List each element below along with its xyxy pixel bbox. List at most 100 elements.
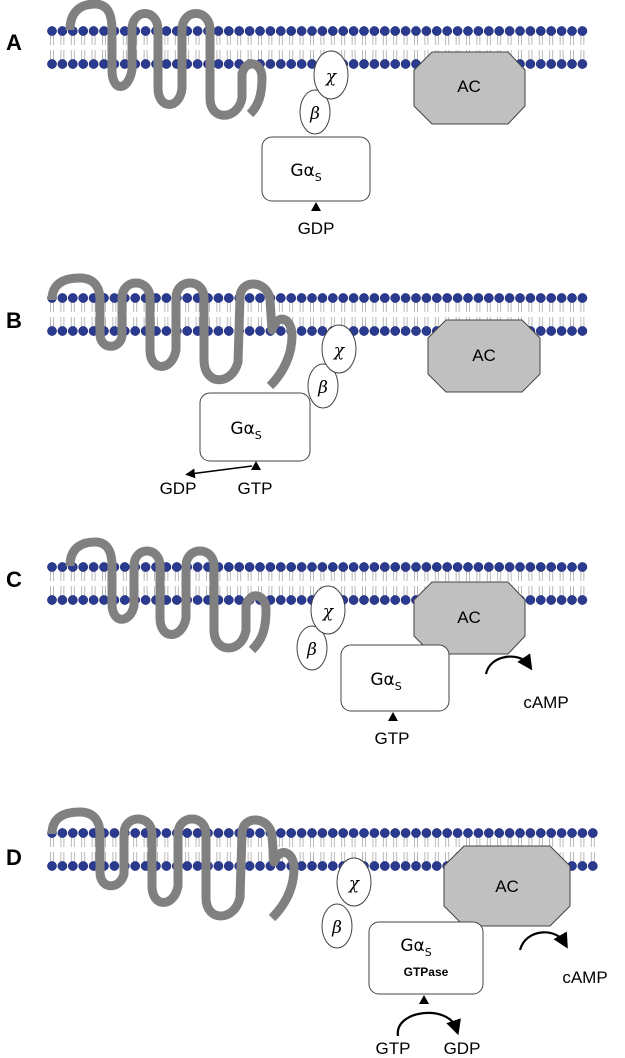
lipid-head xyxy=(577,828,588,838)
g-alpha-s-subunit xyxy=(261,136,371,202)
lipid-head xyxy=(442,293,453,303)
lipid-head xyxy=(57,562,68,572)
lipid-head xyxy=(255,562,265,572)
lipid-head xyxy=(494,562,505,572)
lipid-head xyxy=(317,861,328,871)
lipid-head xyxy=(577,59,588,69)
lipid-head xyxy=(535,293,546,303)
lipid-head xyxy=(577,595,588,605)
lipid-head xyxy=(213,326,224,336)
lipid-head xyxy=(57,26,68,36)
gpcr-receptor xyxy=(47,807,299,922)
lipid-head xyxy=(307,26,317,36)
lipid-head xyxy=(99,59,109,69)
lipid-head xyxy=(338,828,349,838)
lipid-head xyxy=(587,828,598,838)
g-gamma-subunit xyxy=(336,857,372,907)
lipid-head xyxy=(452,562,463,572)
panel-label: C xyxy=(6,567,22,592)
lipid-head xyxy=(47,326,57,336)
g-beta-subunit xyxy=(307,363,339,409)
g-alpha-label: GαS xyxy=(370,670,401,693)
lipid-head xyxy=(213,828,224,838)
lipid-head xyxy=(390,562,401,572)
gtpase-label: GTPase xyxy=(404,965,449,979)
lipid-head xyxy=(504,26,515,36)
lipid-head xyxy=(223,595,234,605)
lipid-head xyxy=(119,562,130,572)
g-alpha-label: GαS xyxy=(230,419,261,442)
lipid-head xyxy=(192,861,203,871)
lipid-head xyxy=(244,26,255,36)
lipid-head xyxy=(307,326,317,336)
lipid-head xyxy=(442,562,453,572)
lipid-head xyxy=(525,562,536,572)
lipid-head xyxy=(161,828,172,838)
lipid-head xyxy=(275,59,286,69)
g-gamma-subunit xyxy=(310,585,346,635)
ac-label: AC xyxy=(457,608,481,627)
lipid-head xyxy=(369,293,380,303)
lipid-head xyxy=(234,26,245,36)
lipid-head xyxy=(140,26,151,36)
lipid-head xyxy=(317,828,328,838)
lipid-head xyxy=(99,562,109,572)
lipid-head xyxy=(379,828,390,838)
g-beta-label: β xyxy=(309,104,320,124)
g-gamma-label: χ xyxy=(333,341,346,361)
lipid-head xyxy=(369,595,380,605)
lipid-head xyxy=(171,562,182,572)
lipid-head xyxy=(431,562,442,572)
g-gamma-label: χ xyxy=(348,874,361,894)
gdp-release-arrow xyxy=(185,465,253,479)
lipid-head xyxy=(223,562,234,572)
lipid-head xyxy=(223,326,234,336)
lipid-head xyxy=(525,595,536,605)
lipid-head xyxy=(109,828,120,838)
panel-c: C β χ AC GαS GTP cAMP xyxy=(6,537,588,748)
lipid-head xyxy=(504,828,515,838)
lipid-head xyxy=(535,562,546,572)
lipid-head xyxy=(535,828,546,838)
lipid-head xyxy=(327,562,338,572)
nucleotide-site-marker xyxy=(419,995,429,1004)
lipid-head xyxy=(119,595,130,605)
g-gamma-label: χ xyxy=(322,602,335,622)
lipid-head xyxy=(400,326,411,336)
lipid-head xyxy=(161,293,172,303)
lipid-head xyxy=(463,562,473,572)
lipid-head xyxy=(57,293,68,303)
lipid-head xyxy=(296,326,307,336)
lipid-head xyxy=(348,562,359,572)
lipid-head xyxy=(556,26,567,36)
lipid-head xyxy=(78,828,89,838)
panel-a: A β χ GαS AC GDP xyxy=(6,0,588,238)
lipid-head xyxy=(47,59,57,69)
lipid-head xyxy=(47,861,57,871)
panel-label: A xyxy=(6,30,22,55)
lipid-head xyxy=(463,26,473,36)
lipid-head xyxy=(379,326,390,336)
lipid-head xyxy=(275,828,286,838)
lipid-head xyxy=(421,326,432,336)
lipid-head xyxy=(442,26,453,36)
lipid-head xyxy=(577,26,588,36)
panel-label: B xyxy=(6,308,22,333)
lipid-head xyxy=(192,562,203,572)
lipid-head xyxy=(400,293,411,303)
lipid-head xyxy=(67,293,78,303)
lipid-head xyxy=(327,828,338,838)
lipid-head xyxy=(483,828,494,838)
lipid-head xyxy=(452,26,463,36)
lipid-head xyxy=(379,293,390,303)
lipid-head xyxy=(546,59,557,69)
nucleotide-gtp-label: GTP xyxy=(375,729,410,748)
panel-d: D β χ AC GαS GTPase GTP GDP cAMP xyxy=(6,807,608,1058)
lipid-head xyxy=(99,595,109,605)
lipid-head xyxy=(390,26,401,36)
lipid-head xyxy=(400,828,411,838)
lipid-head xyxy=(317,562,328,572)
g-beta-label: β xyxy=(317,378,328,398)
lipid-head xyxy=(400,595,411,605)
